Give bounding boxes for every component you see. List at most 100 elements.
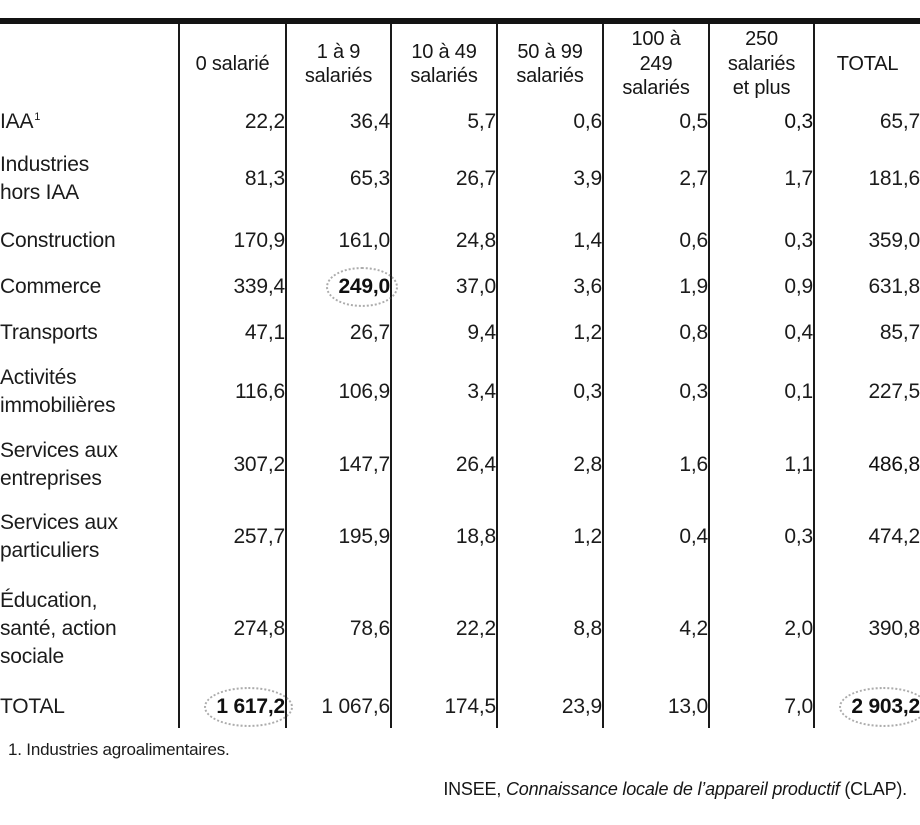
table-row: Industries hors IAA 81,3 65,3 26,7 3,9 2… (0, 140, 920, 218)
row-label: Transports (0, 310, 179, 356)
value-cell: 22,2 (390, 572, 497, 686)
annotated-value: 249,0 (326, 267, 398, 307)
value-cell: 0,4 (708, 310, 814, 356)
value-cell: 631,8 (813, 264, 920, 310)
value-cell: 1,6 (602, 428, 709, 502)
value-cell: 0,1 (708, 356, 814, 428)
value-cell: 7,0 (708, 686, 814, 728)
value-cell: 0,3 (708, 502, 814, 572)
value-cell: 26,7 (285, 310, 391, 356)
value-cell: 0,3 (602, 356, 709, 428)
value-cell: 390,8 (813, 572, 920, 686)
value-cell: 307,2 (178, 428, 286, 502)
value-cell: 0,3 (708, 218, 814, 264)
value-cell: 3,9 (496, 140, 603, 218)
row-label: Industries hors IAA (0, 140, 179, 218)
table-row: Services aux entreprises 307,2 147,7 26,… (0, 428, 920, 502)
row-label: Activités immobilières (0, 356, 179, 428)
value-cell: 26,4 (390, 428, 497, 502)
value-cell: 1 617,2 (178, 686, 293, 728)
header-row: 0 salarié 1 à 9 salariés 10 à 49 salarié… (0, 24, 920, 104)
value-cell: 249,0 (285, 264, 398, 310)
total-row: TOTAL 1 617,2 1 067,6 174,5 23,9 13,0 7,… (0, 686, 920, 728)
value-cell: 18,8 (390, 502, 497, 572)
value-cell: 1,4 (496, 218, 603, 264)
value-cell: 37,0 (390, 264, 497, 310)
value-cell: 174,5 (390, 686, 497, 728)
value-cell: 0,6 (602, 218, 709, 264)
value-cell: 339,4 (178, 264, 286, 310)
column-header: 1 à 9 salariés (285, 24, 391, 104)
footnote-ref: 1 (34, 111, 41, 124)
value-cell: 359,0 (813, 218, 920, 264)
value-cell: 2 903,2 (813, 686, 920, 728)
annotated-value: 2 903,2 (839, 687, 920, 727)
row-label-text: Services aux entreprises (0, 439, 118, 490)
value-cell: 486,8 (813, 428, 920, 502)
table-row: IAA1 22,2 36,4 5,7 0,6 0,5 0,3 65,7 (0, 104, 920, 140)
table-top-rule (0, 18, 920, 24)
employment-size-statistics-table: 0 salarié 1 à 9 salariés 10 à 49 salarié… (0, 24, 920, 728)
value-cell: 65,3 (285, 140, 391, 218)
value-cell: 5,7 (390, 104, 497, 140)
value-cell: 0,4 (602, 502, 709, 572)
value-cell: 274,8 (178, 572, 286, 686)
value-cell: 1,7 (708, 140, 814, 218)
value-cell: 0,8 (602, 310, 709, 356)
value-cell: 181,6 (813, 140, 920, 218)
footnote: 1. Industries agroalimentaires. (8, 740, 230, 759)
value-cell: 0,6 (496, 104, 603, 140)
row-label-text: Services aux particuliers (0, 511, 118, 562)
value-cell: 65,7 (813, 104, 920, 140)
row-label-text: Activités immobilières (0, 366, 116, 417)
row-label-text: Transports (0, 321, 98, 345)
value-cell: 26,7 (390, 140, 497, 218)
row-label-text: Construction (0, 229, 116, 253)
column-header-empty (0, 24, 179, 104)
value-cell: 23,9 (496, 686, 603, 728)
annotated-value: 1 617,2 (204, 687, 293, 727)
table-row: Éducation, santé, action sociale 274,8 7… (0, 572, 920, 686)
value-cell: 9,4 (390, 310, 497, 356)
value-cell: 1 067,6 (285, 686, 391, 728)
value-cell: 1,9 (602, 264, 709, 310)
row-label: Éducation, santé, action sociale (0, 572, 179, 686)
value-cell: 85,7 (813, 310, 920, 356)
row-label-text: Éducation, santé, action sociale (0, 589, 117, 668)
value-cell: 161,0 (285, 218, 391, 264)
value-cell: 195,9 (285, 502, 391, 572)
column-header: 10 à 49 salariés (390, 24, 497, 104)
source-suffix: (CLAP). (844, 779, 907, 799)
value-cell: 78,6 (285, 572, 391, 686)
row-label: Services aux particuliers (0, 502, 179, 572)
table-row: Services aux particuliers 257,7 195,9 18… (0, 502, 920, 572)
table-row: Transports 47,1 26,7 9,4 1,2 0,8 0,4 85,… (0, 310, 920, 356)
value-cell: 22,2 (178, 104, 286, 140)
table-row: Construction 170,9 161,0 24,8 1,4 0,6 0,… (0, 218, 920, 264)
value-cell: 0,5 (602, 104, 709, 140)
row-label: IAA1 (0, 104, 179, 140)
value-cell: 81,3 (178, 140, 286, 218)
source-credit: INSEE, Connaissance locale de l’appareil… (443, 779, 907, 800)
row-label-text: TOTAL (0, 695, 65, 719)
row-label: Commerce (0, 264, 179, 310)
column-header: 100 à 249 salariés (602, 24, 709, 104)
source-title: Connaissance locale de l’appareil produc… (505, 779, 845, 799)
value-cell: 227,5 (813, 356, 920, 428)
row-label-text: Industries hors IAA (0, 153, 90, 204)
value-cell: 1,2 (496, 502, 603, 572)
table-row: Commerce 339,4 249,0 37,0 3,6 1,9 0,9 63… (0, 264, 920, 310)
value-cell: 24,8 (390, 218, 497, 264)
value-cell: 106,9 (285, 356, 391, 428)
column-header: 50 à 99 salariés (496, 24, 603, 104)
value-cell: 1,1 (708, 428, 814, 502)
value-cell: 1,2 (496, 310, 603, 356)
value-cell: 116,6 (178, 356, 286, 428)
row-label-total: TOTAL (0, 686, 179, 728)
value-cell: 36,4 (285, 104, 391, 140)
value-cell: 0,3 (496, 356, 603, 428)
source-prefix: INSEE, (443, 779, 506, 799)
value-cell: 4,2 (602, 572, 709, 686)
value-cell: 2,0 (708, 572, 814, 686)
